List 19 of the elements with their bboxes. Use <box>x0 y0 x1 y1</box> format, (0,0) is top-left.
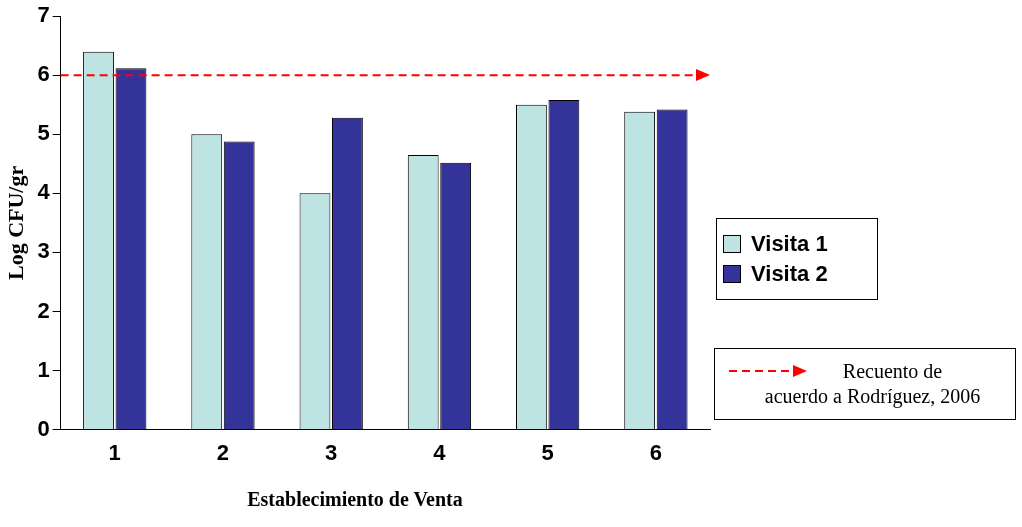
y-tick-label: 6 <box>37 61 50 87</box>
x-tick-label: 1 <box>108 439 121 465</box>
y-tick-label: 0 <box>37 415 50 441</box>
legend-label: Visita 1 <box>751 231 828 257</box>
x-axis-title: Establecimiento de Venta <box>246 488 464 511</box>
x-tick-label: 4 <box>433 439 447 465</box>
legend-label: Visita 2 <box>751 261 828 287</box>
x-tick-label: 5 <box>541 439 554 465</box>
x-tick-label: 3 <box>325 439 338 465</box>
y-tick-label: 3 <box>37 238 50 264</box>
y-tick-label: 5 <box>37 120 50 146</box>
x-tick-label: 2 <box>216 439 230 465</box>
legend-label: Recuento de acuerdo a Rodríguez, 2006 <box>763 359 982 409</box>
y-axis-title: Log CFU/gr <box>2 165 28 281</box>
y-tick-label: 1 <box>37 356 50 382</box>
y-tick-label: 2 <box>37 297 50 323</box>
y-tick-label: 7 <box>37 2 50 28</box>
y-tick-label: 4 <box>37 179 51 205</box>
x-tick-label: 6 <box>649 439 663 465</box>
